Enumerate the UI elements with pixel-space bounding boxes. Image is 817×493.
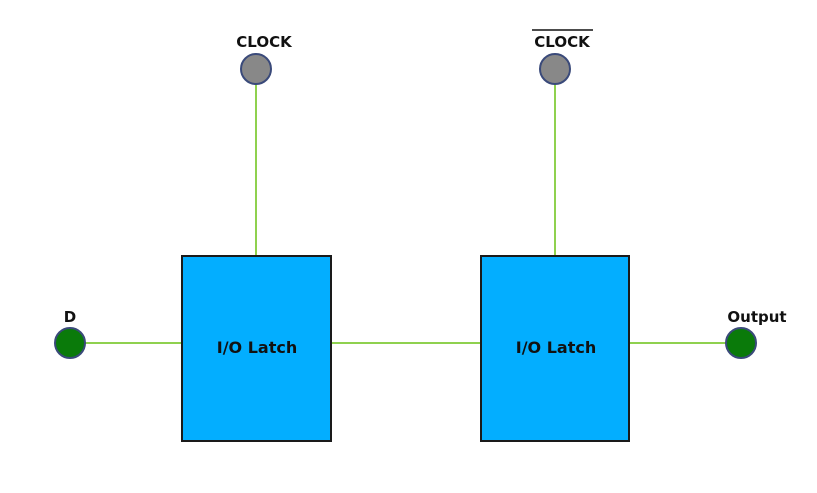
output-label: Output <box>727 308 786 326</box>
clock-label: CLOCK <box>236 33 293 51</box>
latch-1-label: I/O Latch <box>217 338 297 357</box>
clock-bar-node <box>539 53 571 85</box>
latch-1-box <box>181 255 332 442</box>
input-node <box>54 327 86 359</box>
input-label: D <box>64 308 76 326</box>
latch-2-label: I/O Latch <box>516 338 596 357</box>
clock-node <box>240 53 272 85</box>
clock-bar-label: CLOCK <box>534 33 591 51</box>
latch-2-box <box>480 255 630 442</box>
output-node <box>725 327 757 359</box>
